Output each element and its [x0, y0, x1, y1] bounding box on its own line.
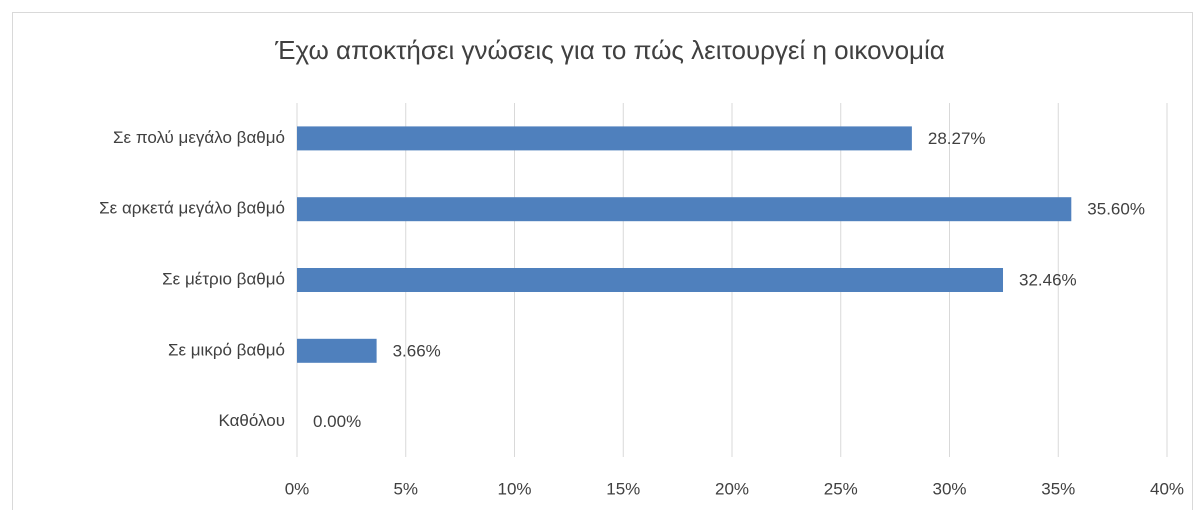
x-tick-label: 15% [606, 479, 640, 498]
x-tick-label: 20% [715, 479, 749, 498]
y-tick-label: Σε μικρό βαθμό [168, 340, 285, 359]
bar [297, 338, 377, 363]
y-tick-label: Σε πολύ μεγάλο βαθμό [113, 128, 285, 147]
x-tick-label: 0% [285, 479, 310, 498]
x-tick-label: 30% [932, 479, 966, 498]
bar [297, 126, 912, 151]
data-label: 0.00% [313, 412, 361, 431]
y-tick-label: Σε μέτριο βαθμό [162, 269, 285, 288]
data-label: 28.27% [928, 129, 986, 148]
chart-frame [12, 12, 1193, 510]
x-tick-label: 25% [824, 479, 858, 498]
data-label: 32.46% [1019, 270, 1077, 289]
x-tick-label: 5% [393, 479, 418, 498]
y-tick-label: Σε αρκετά μεγάλο βαθμό [99, 199, 285, 218]
bar [297, 268, 1004, 292]
data-label: 3.66% [393, 341, 441, 360]
x-tick-label: 35% [1041, 479, 1075, 498]
chart-title: Έχω αποκτήσει γνώσεις για το πώς λειτουρ… [274, 35, 945, 65]
data-label: 35.60% [1087, 200, 1145, 219]
x-tick-label: 40% [1150, 479, 1184, 498]
y-tick-label: Καθόλου [218, 411, 285, 430]
bar [297, 197, 1072, 222]
x-tick-label: 10% [497, 479, 531, 498]
